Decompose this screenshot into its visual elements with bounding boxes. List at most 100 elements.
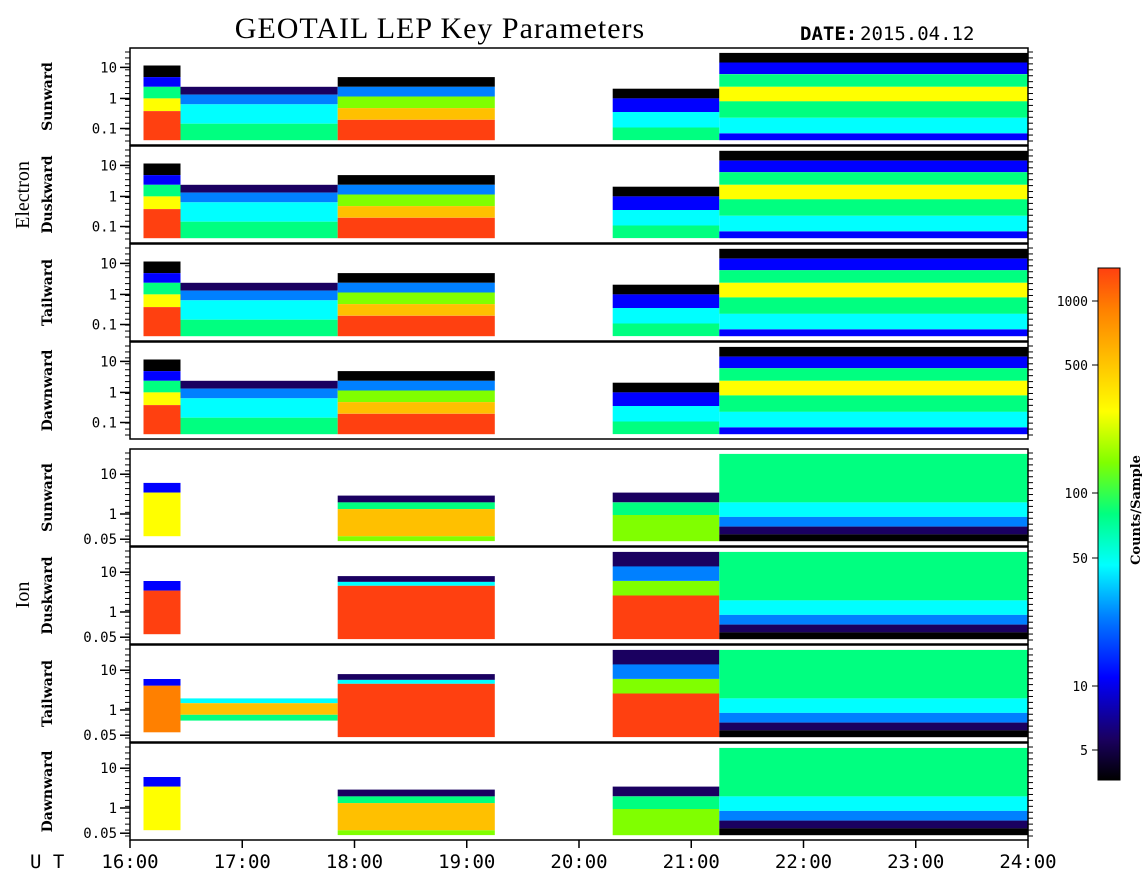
spectrogram-band <box>143 777 181 787</box>
spectrogram-band <box>143 282 181 295</box>
spectrogram-band <box>143 98 181 111</box>
panel-frame <box>129 448 1029 547</box>
spectrogram-band <box>719 172 1028 185</box>
spectrogram-band <box>719 52 1028 63</box>
spectrogram-band <box>612 210 720 226</box>
spectrogram-band <box>719 534 1028 542</box>
spectrogram-band <box>180 319 338 337</box>
panel-label-tailward: Tailward <box>40 660 56 727</box>
panel-label-sunward: Sunward <box>40 62 56 131</box>
spectrogram-band <box>612 551 720 567</box>
panel-ion-tailward: 10 1 0.05 Tailward <box>40 644 1033 744</box>
spectrogram-band <box>337 108 495 120</box>
spectrogram-band <box>612 127 720 141</box>
spectrogram-panels: 10 1 0.1 Sunward 10 1 0.1 Duskward 10 1 0.1 Tailwar… <box>40 47 1033 842</box>
y-tick-label: 0.1 <box>92 416 117 432</box>
spectrogram-band <box>719 828 1028 836</box>
spectrogram-band <box>337 683 495 738</box>
panel-frame <box>129 47 1029 146</box>
panel-frame <box>129 145 1029 244</box>
spectrogram-band <box>337 217 495 239</box>
y-tick-label: 10 <box>100 663 117 679</box>
spectrogram-band <box>612 786 720 797</box>
spectrogram-band <box>719 712 1028 723</box>
spectrogram-band <box>612 581 720 596</box>
y-tick-label: 1 <box>109 801 117 817</box>
y-tick-label: 0.05 <box>83 728 117 744</box>
spectrogram-band <box>143 679 181 686</box>
panel-frame <box>129 546 1029 645</box>
spectrogram-band <box>337 380 495 391</box>
panel-electron-duskward: 10 1 0.1 Duskward <box>40 145 1033 244</box>
spectrogram-band <box>143 482 181 493</box>
spectrogram-band <box>180 714 338 721</box>
y-tick-label: 0.1 <box>92 318 117 334</box>
spectrogram-band <box>143 581 181 591</box>
spectrogram-band <box>337 206 495 218</box>
panel-electron-tailward: 10 1 0.1 Tailward <box>40 243 1033 342</box>
spectrogram-band <box>143 392 181 405</box>
spectrogram-band <box>719 150 1028 161</box>
spectrogram-band <box>143 163 181 176</box>
y-tick-label: 0.1 <box>92 122 117 138</box>
panel-electron-sunward: 10 1 0.1 Sunward <box>40 47 1033 146</box>
x-tick-label: 17:00 <box>214 851 271 873</box>
spectrogram-band <box>180 104 338 124</box>
spectrogram-band <box>719 796 1028 811</box>
spectrogram-band <box>612 382 720 393</box>
panel-label-duskward: Duskward <box>40 556 56 634</box>
panel-ion-sunward: 10 1 0.05 Sunward <box>40 448 1033 548</box>
spectrogram-band <box>143 86 181 99</box>
spectrogram-band <box>337 536 495 542</box>
spectrogram-band <box>612 186 720 197</box>
spectrogram-band <box>719 624 1028 633</box>
panel-label-tailward: Tailward <box>40 259 56 326</box>
spectrogram-band <box>719 86 1028 102</box>
spectrogram-band <box>180 398 338 418</box>
spectrogram-band <box>719 199 1028 216</box>
spectrogram-band <box>612 679 720 694</box>
spectrogram-band <box>719 810 1028 821</box>
spectrogram-band <box>180 221 338 239</box>
spectrogram-band <box>719 282 1028 298</box>
spectrogram-band <box>719 329 1028 337</box>
x-tick-label: 20:00 <box>550 851 607 873</box>
spectrogram-band <box>719 722 1028 731</box>
date-label: DATE: <box>800 23 857 45</box>
spectrogram-band <box>180 184 338 193</box>
spectrogram-band <box>143 77 181 87</box>
spectrogram-band <box>719 698 1028 713</box>
spectrogram-band <box>180 703 338 715</box>
spectrogram-band <box>143 261 181 274</box>
y-tick-label: 0.05 <box>83 826 117 842</box>
spectrogram-band <box>337 390 495 403</box>
spectrogram-band <box>143 380 181 393</box>
spectrogram-band <box>143 590 181 635</box>
spectrogram-band <box>180 94 338 105</box>
spectrogram-band <box>612 809 720 836</box>
spectrogram-band <box>337 581 495 586</box>
panel-frame <box>129 341 1029 440</box>
y-tick-label: 1 <box>109 189 117 205</box>
colorbar-gradient <box>1097 267 1121 781</box>
panel-label-sunward: Sunward <box>40 463 56 532</box>
panel-label-dawnward: Dawnward <box>40 750 56 832</box>
spectrogram-band <box>612 664 720 679</box>
date-value: 2015.04.12 <box>860 23 974 45</box>
spectrogram-band <box>337 304 495 316</box>
panel-frame <box>129 644 1029 743</box>
spectrogram-band <box>337 502 495 510</box>
spectrogram-band <box>337 175 495 185</box>
spectrogram-band <box>612 323 720 337</box>
spectrogram-band <box>612 649 720 665</box>
spectrogram-band <box>612 196 720 210</box>
colorbar-tick-label: 10 <box>1072 680 1088 695</box>
spectrogram-band <box>180 380 338 389</box>
spectrogram-band <box>612 492 720 503</box>
spectrogram-band <box>612 796 720 809</box>
spectrogram-band <box>719 101 1028 118</box>
spectrogram-band <box>337 789 495 797</box>
spectrogram-band <box>719 502 1028 517</box>
spectrogram-band <box>719 215 1028 232</box>
spectrogram-band <box>337 292 495 305</box>
